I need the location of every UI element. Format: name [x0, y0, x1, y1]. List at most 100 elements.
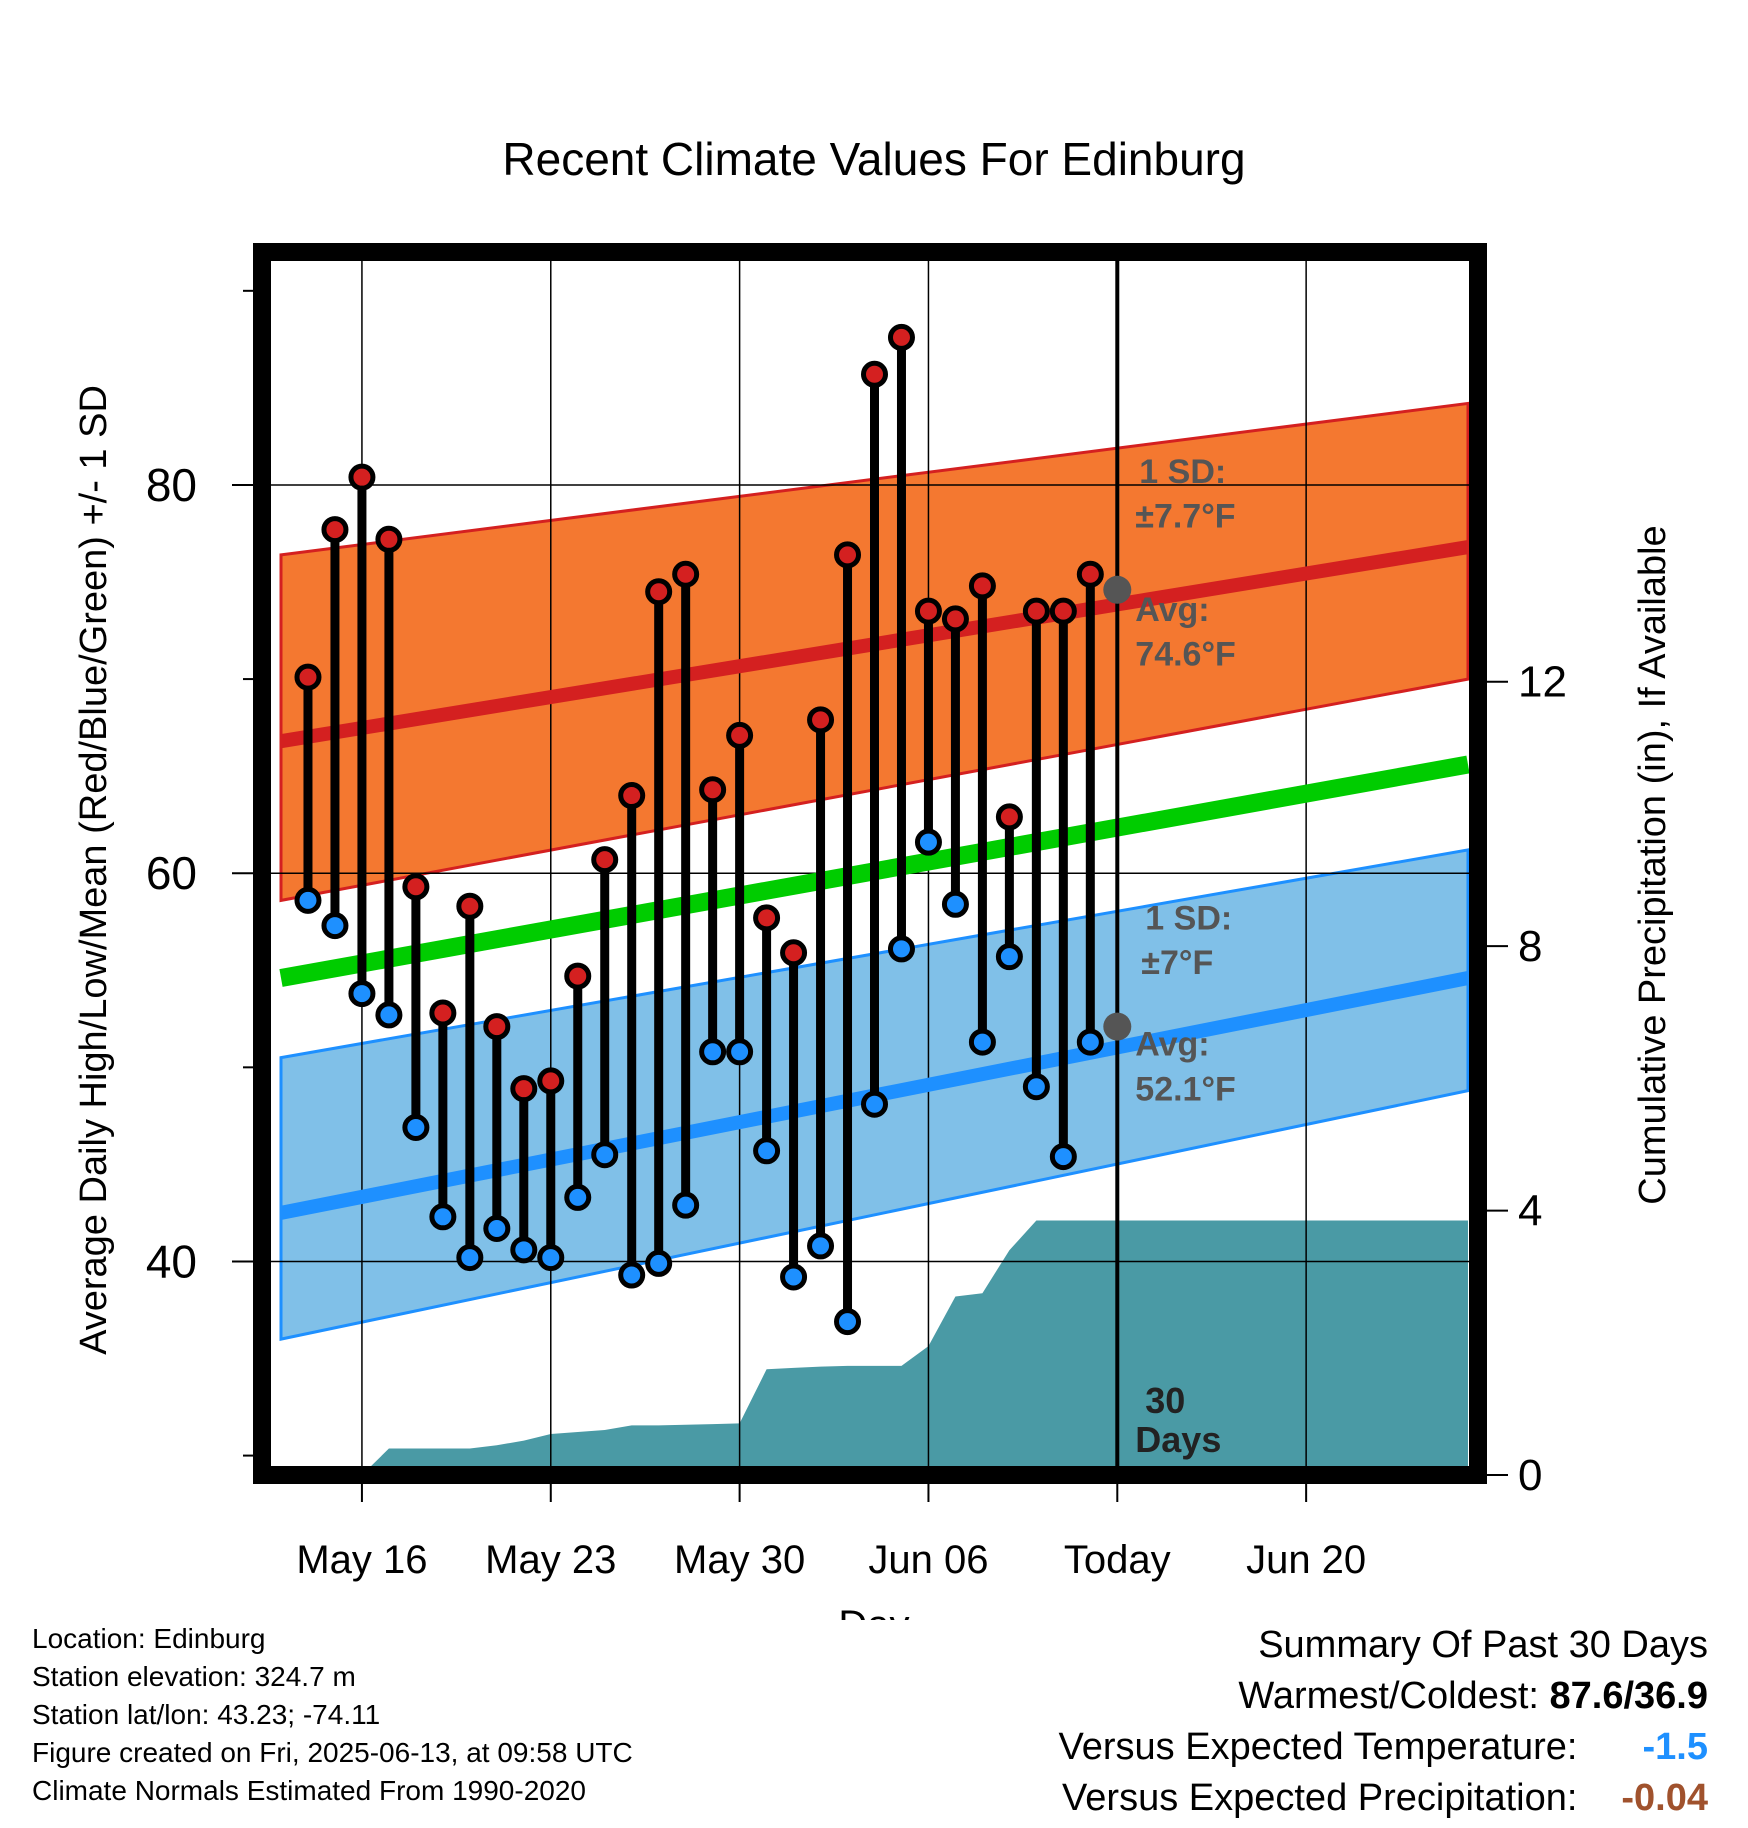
chart-title: Recent Climate Values For Edinburg	[502, 133, 1245, 185]
high-point	[780, 939, 808, 967]
y2-tick-label: 12	[1518, 658, 1567, 707]
plot-frame	[253, 243, 1487, 1484]
low-avg-label: Avg:	[1135, 1026, 1209, 1064]
low-point	[402, 1114, 430, 1142]
low-point	[591, 1141, 619, 1169]
y2-axis-label: Cumulative Precipitation (in), If Availa…	[1632, 525, 1674, 1204]
high-avg-value: 74.6°F	[1135, 635, 1236, 673]
x-tick-label: May 16	[296, 1538, 427, 1582]
x-axis-label: Day	[838, 1603, 909, 1620]
low-point	[564, 1183, 592, 1211]
low-point	[861, 1090, 888, 1118]
high-point	[1022, 597, 1050, 625]
climate-chart: Recent Climate Values For Edinburg 1 SD: ±…	[73, 133, 1674, 1620]
high-point	[591, 846, 619, 874]
high-point	[402, 873, 430, 901]
precip-value: -0.04	[1621, 1777, 1708, 1819]
low-point	[780, 1263, 808, 1291]
high-point	[861, 360, 888, 388]
low-point	[726, 1038, 754, 1066]
low-point	[645, 1249, 673, 1277]
y-tick-label: 80	[146, 459, 197, 511]
today-low-marker	[1103, 1012, 1132, 1041]
y2-tick-label: 8	[1518, 922, 1542, 971]
high-point	[348, 463, 376, 491]
normals-text: Climate Normals Estimated From 1990-2020	[32, 1775, 586, 1806]
warm-cold-value: 87.6/36.9	[1549, 1675, 1708, 1717]
low-point	[995, 943, 1023, 971]
high-point	[834, 541, 862, 569]
high-point	[537, 1067, 565, 1095]
high-point	[914, 597, 942, 625]
high-point	[429, 999, 457, 1027]
low-point	[699, 1038, 727, 1066]
high-point	[483, 1013, 511, 1041]
low-point	[510, 1236, 538, 1264]
x-tick-label: May 23	[485, 1538, 616, 1582]
low-point	[321, 912, 349, 940]
y2-tick-label: 0	[1518, 1451, 1542, 1500]
high-sd-value: ±7.7°F	[1135, 498, 1235, 536]
low-point	[537, 1244, 565, 1272]
high-point	[375, 525, 403, 553]
y2-tick-label: 4	[1518, 1187, 1542, 1236]
low-point	[941, 890, 969, 918]
high-point	[699, 776, 727, 804]
high-sd-label: 1 SD:	[1139, 453, 1226, 491]
high-point	[753, 904, 781, 932]
summary-panel: Summary Of Past 30 Days Warmest/Coldest:…	[1059, 1620, 1708, 1824]
low-point	[807, 1232, 835, 1260]
high-point	[672, 560, 700, 588]
low-point	[1022, 1073, 1050, 1101]
x-tick-label: May 30	[674, 1538, 805, 1582]
low-avg-value: 52.1°F	[1135, 1070, 1236, 1108]
low-point	[1076, 1028, 1104, 1056]
low-point	[375, 1001, 403, 1029]
warm-cold-label: Warmest/Coldest:	[1238, 1675, 1539, 1717]
summary-temp: Versus Expected Temperature: -1.5	[1059, 1722, 1708, 1773]
y-axis-label: Average Daily High/Low/Mean (Red/Blue/Gr…	[73, 385, 115, 1355]
low-point	[914, 828, 942, 856]
low-sd-label: 1 SD:	[1145, 900, 1232, 938]
high-point	[321, 516, 349, 544]
created-text: Figure created on Fri, 2025-06-13, at 09…	[32, 1737, 633, 1768]
high-point	[807, 706, 835, 734]
x-tick-label: Jun 20	[1246, 1538, 1366, 1582]
high-point	[1049, 597, 1077, 625]
y-tick-label: 40	[146, 1235, 197, 1287]
x-tick-label: Today	[1064, 1538, 1171, 1582]
temp-value: -1.5	[1642, 1726, 1708, 1768]
temp-label: Versus Expected Temperature:	[1058, 1726, 1578, 1768]
y-tick-label: 60	[146, 847, 197, 899]
precip-label: Versus Expected Precipitation:	[1062, 1777, 1578, 1819]
latlon-text: Station lat/lon: 43.23; -74.11	[32, 1699, 381, 1730]
high-point	[995, 803, 1023, 831]
days-label-word: Days	[1135, 1419, 1221, 1460]
low-point	[483, 1214, 511, 1242]
low-point	[887, 935, 915, 963]
high-point	[726, 721, 754, 749]
high-point	[968, 572, 996, 600]
high-point	[1076, 560, 1104, 588]
high-point	[510, 1075, 538, 1103]
precip-area	[361, 1220, 1468, 1475]
high-point	[645, 578, 673, 606]
today-high-marker	[1103, 575, 1132, 604]
high-avg-label: Avg:	[1135, 591, 1209, 629]
low-point	[348, 980, 376, 1008]
high-point	[564, 962, 592, 990]
low-point	[429, 1203, 457, 1231]
low-point	[753, 1137, 781, 1165]
low-point	[456, 1244, 484, 1272]
low-point	[1049, 1143, 1077, 1171]
elevation-text: Station elevation: 324.7 m	[32, 1661, 356, 1692]
location-text: Location: Edinburg	[32, 1623, 266, 1654]
high-point	[941, 605, 969, 633]
low-point	[968, 1028, 996, 1056]
high-point	[618, 782, 646, 810]
high-point	[456, 892, 484, 920]
low-point	[294, 886, 322, 914]
low-sd-value: ±7°F	[1141, 944, 1213, 982]
high-point	[294, 663, 322, 691]
high-point	[887, 323, 915, 351]
